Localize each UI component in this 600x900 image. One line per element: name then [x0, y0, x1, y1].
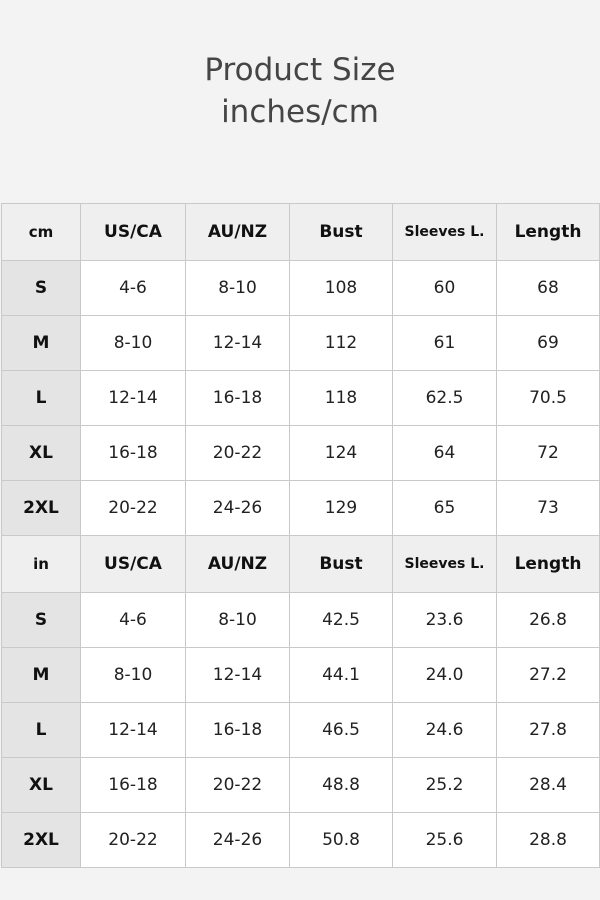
table-cell: 72 — [496, 425, 600, 481]
unit-header: in — [1, 535, 81, 593]
column-header: Bust — [289, 203, 393, 261]
table-cell: 27.8 — [496, 702, 600, 758]
table-cell: 8-10 — [80, 315, 186, 371]
page-subtitle: inches/cm — [221, 94, 379, 130]
column-header: Sleeves L. — [392, 203, 497, 261]
table-cell: 73 — [496, 480, 600, 536]
table-cell: 28.4 — [496, 757, 600, 813]
table-cell: 12-14 — [80, 370, 186, 426]
header-row-in: in US/CA AU/NZ Bust Sleeves L. Length — [1, 535, 600, 593]
size-label: M — [1, 647, 81, 703]
table-row: L 12-14 16-18 46.5 24.6 27.8 — [1, 702, 600, 758]
table-cell: 16-18 — [185, 370, 290, 426]
table-cell: 60 — [392, 260, 497, 316]
column-header: Sleeves L. — [392, 535, 497, 593]
column-header: AU/NZ — [185, 535, 290, 593]
size-label: S — [1, 592, 81, 648]
size-label: 2XL — [1, 480, 81, 536]
table-cell: 16-18 — [185, 702, 290, 758]
table-cell: 24.6 — [392, 702, 497, 758]
size-label: L — [1, 702, 81, 758]
table-cell: 20-22 — [80, 480, 186, 536]
table-row: M 8-10 12-14 112 61 69 — [1, 315, 600, 371]
table-row: S 4-6 8-10 108 60 68 — [1, 260, 600, 316]
table-cell: 28.8 — [496, 812, 600, 868]
table-cell: 62.5 — [392, 370, 497, 426]
table-cell: 20-22 — [80, 812, 186, 868]
table-row: XL 16-18 20-22 124 64 72 — [1, 425, 600, 481]
table-row: 2XL 20-22 24-26 50.8 25.6 28.8 — [1, 812, 600, 868]
column-header: US/CA — [80, 535, 186, 593]
table-row: L 12-14 16-18 118 62.5 70.5 — [1, 370, 600, 426]
column-header: Bust — [289, 535, 393, 593]
table-cell: 27.2 — [496, 647, 600, 703]
table-cell: 65 — [392, 480, 497, 536]
table-cell: 112 — [289, 315, 393, 371]
table-cell: 23.6 — [392, 592, 497, 648]
table-cell: 69 — [496, 315, 600, 371]
size-label: M — [1, 315, 81, 371]
unit-header: cm — [1, 203, 81, 261]
size-label: S — [1, 260, 81, 316]
table-cell: 24-26 — [185, 480, 290, 536]
table-cell: 118 — [289, 370, 393, 426]
table-cell: 68 — [496, 260, 600, 316]
table-row: M 8-10 12-14 44.1 24.0 27.2 — [1, 647, 600, 703]
table-cell: 24-26 — [185, 812, 290, 868]
table-cell: 4-6 — [80, 592, 186, 648]
page-title: Product Size — [204, 52, 396, 88]
table-cell: 24.0 — [392, 647, 497, 703]
table-cell: 26.8 — [496, 592, 600, 648]
table-cell: 44.1 — [289, 647, 393, 703]
table-cell: 20-22 — [185, 425, 290, 481]
table-cell: 16-18 — [80, 425, 186, 481]
table-cell: 20-22 — [185, 757, 290, 813]
table-cell: 70.5 — [496, 370, 600, 426]
table-cell: 12-14 — [185, 315, 290, 371]
table-row: S 4-6 8-10 42.5 23.6 26.8 — [1, 592, 600, 648]
table-cell: 25.6 — [392, 812, 497, 868]
table-cell: 48.8 — [289, 757, 393, 813]
table-cell: 8-10 — [185, 260, 290, 316]
column-header: US/CA — [80, 203, 186, 261]
table-cell: 61 — [392, 315, 497, 371]
table-cell: 25.2 — [392, 757, 497, 813]
size-label: L — [1, 370, 81, 426]
column-header: AU/NZ — [185, 203, 290, 261]
header-row-cm: cm US/CA AU/NZ Bust Sleeves L. Length — [1, 203, 600, 261]
table-cell: 8-10 — [185, 592, 290, 648]
table-cell: 64 — [392, 425, 497, 481]
size-label: 2XL — [1, 812, 81, 868]
table-cell: 108 — [289, 260, 393, 316]
table-cell: 129 — [289, 480, 393, 536]
table-cell: 46.5 — [289, 702, 393, 758]
table-cell: 12-14 — [80, 702, 186, 758]
column-header: Length — [496, 535, 600, 593]
table-cell: 124 — [289, 425, 393, 481]
table-cell: 42.5 — [289, 592, 393, 648]
table-cell: 50.8 — [289, 812, 393, 868]
size-label: XL — [1, 757, 81, 813]
size-chart-table: cm US/CA AU/NZ Bust Sleeves L. Length S 4-6 8-10… — [1, 203, 600, 868]
size-label: XL — [1, 425, 81, 481]
table-row: 2XL 20-22 24-26 129 65 73 — [1, 480, 600, 536]
table-cell: 8-10 — [80, 647, 186, 703]
table-cell: 16-18 — [80, 757, 186, 813]
table-cell: 4-6 — [80, 260, 186, 316]
table-row: XL 16-18 20-22 48.8 25.2 28.4 — [1, 757, 600, 813]
column-header: Length — [496, 203, 600, 261]
table-cell: 12-14 — [185, 647, 290, 703]
